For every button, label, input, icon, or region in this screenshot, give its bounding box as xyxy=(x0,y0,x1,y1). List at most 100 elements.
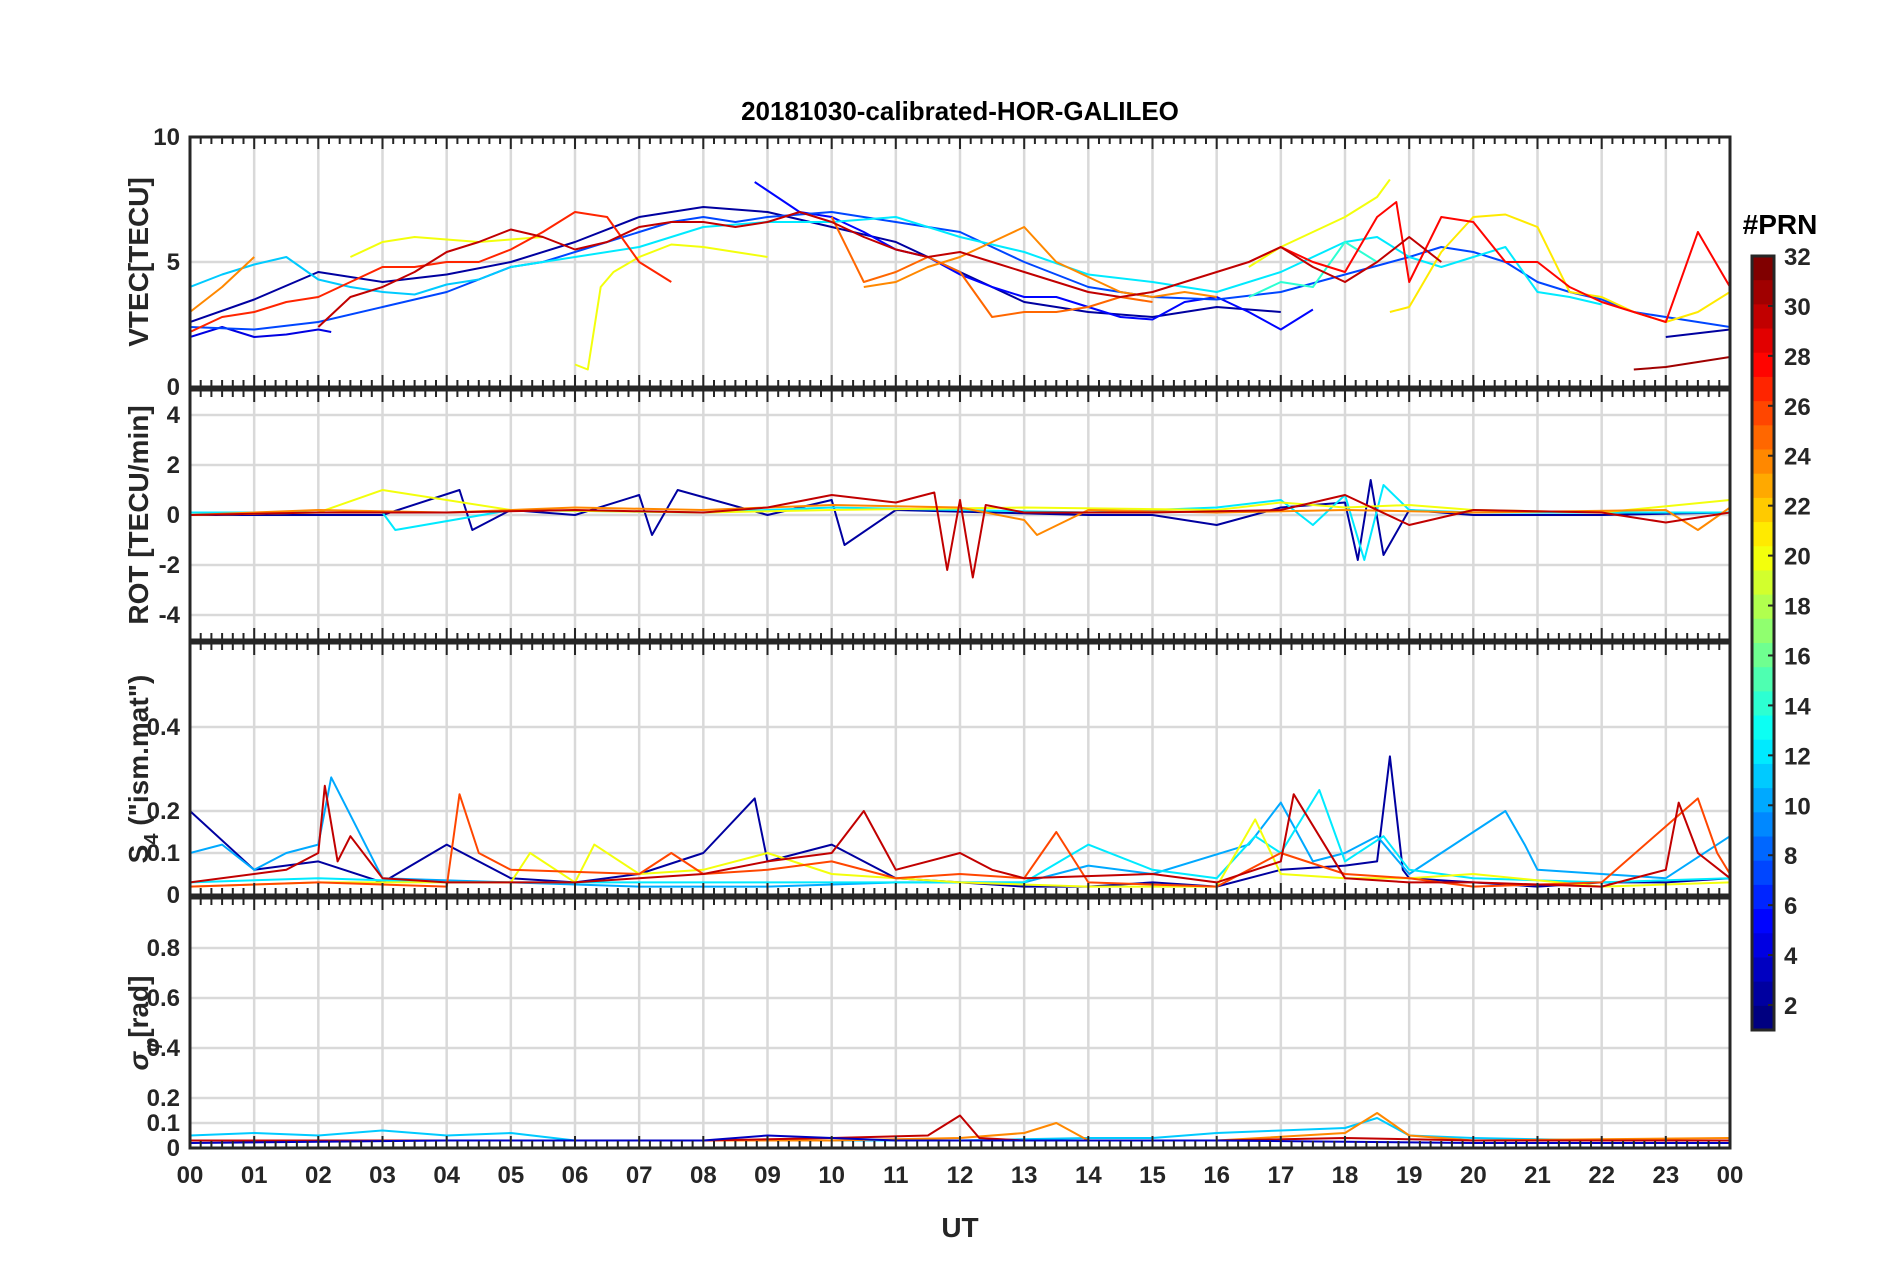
colorbar-band-prn-28 xyxy=(1752,352,1774,378)
colorbar-band-prn-18 xyxy=(1752,594,1774,620)
series-line-prn-20 xyxy=(190,818,1730,888)
series-line-prn-12 xyxy=(190,484,1730,561)
y-tick-label: 2 xyxy=(167,452,180,479)
y-tick-label: -2 xyxy=(159,552,180,579)
series-line-prn-25 xyxy=(830,216,1153,318)
panel-frame xyxy=(188,135,1732,389)
x-tick-label: 07 xyxy=(626,1162,653,1189)
y-axis-label: σφ[rad] xyxy=(123,976,163,1071)
x-tick-label: 09 xyxy=(754,1162,781,1189)
panel-sigma: 00.10.2 0.4 0.6 0.8 σφ[rad] xyxy=(123,896,1732,1162)
series-group xyxy=(190,178,1730,371)
colorbar-band-prn-21 xyxy=(1752,522,1774,547)
x-tick-label: 14 xyxy=(1075,1162,1102,1189)
y-axis-label: ROT [TECU/min] xyxy=(123,405,154,624)
colorbar-band-prn-3 xyxy=(1752,957,1774,983)
x-tick-label: 19 xyxy=(1396,1162,1423,1189)
x-tick-label: 20 xyxy=(1460,1162,1487,1189)
y-tick-label: 0.2 xyxy=(147,798,180,825)
colorbar-band-prn-31 xyxy=(1752,280,1774,305)
series-line-prn-28 xyxy=(1248,201,1730,323)
colorbar-frame xyxy=(1750,254,1776,1032)
colorbar-tick-label: 20 xyxy=(1784,544,1811,571)
colorbar-tick-label: 28 xyxy=(1784,344,1811,371)
panel-vtec: 0 5 10 VTEC[TECU] xyxy=(123,124,1732,401)
colorbar-tick-label: 24 xyxy=(1784,444,1811,471)
series-line-prn-24 xyxy=(190,256,255,313)
colorbar-tick-label: 14 xyxy=(1784,693,1811,720)
y-tick-label: 0.2 xyxy=(147,1085,180,1112)
x-tick-label: 16 xyxy=(1203,1162,1230,1189)
y-axis-label-rest: [rad] xyxy=(123,976,154,1038)
y-tick-label: 0.4 xyxy=(147,1035,181,1062)
x-tick-label: 17 xyxy=(1267,1162,1294,1189)
colorbar-band-prn-17 xyxy=(1752,618,1774,644)
x-tick-label: 05 xyxy=(497,1162,524,1189)
colorbar-band-prn-8 xyxy=(1752,836,1774,862)
x-axis-label: UT xyxy=(941,1212,978,1243)
series-line-prn-20 xyxy=(349,236,543,258)
panel-frame xyxy=(188,641,1732,897)
colorbar-band-prn-16 xyxy=(1752,643,1774,668)
y-axis-label-main: σ xyxy=(123,1050,154,1070)
series-line-prn-24 xyxy=(863,226,1217,298)
colorbar-tick-label: 4 xyxy=(1784,943,1798,970)
colorbar-tick-label: 10 xyxy=(1784,793,1811,820)
y-tick-label: 0.6 xyxy=(147,985,180,1012)
colorbar-band-prn-6 xyxy=(1752,884,1774,910)
series-line-prn-27 xyxy=(190,211,672,333)
colorbar-band-prn-27 xyxy=(1752,376,1774,402)
y-axis-label-sub: 4 xyxy=(141,833,163,845)
panel-frame xyxy=(188,896,1732,1150)
series-line-prn-30 xyxy=(317,211,1442,328)
series-line-prn-31 xyxy=(1633,356,1730,371)
x-tick-label: 04 xyxy=(433,1162,460,1189)
colorbar-band-prn-29 xyxy=(1752,328,1774,354)
colorbar-band-prn-24 xyxy=(1752,449,1774,475)
colorbar: 32 30 28 26 24 22 20 18 16 14 12 10 8 6 4 2 xyxy=(1750,244,1811,1032)
colorbar-band-prn-10 xyxy=(1752,788,1774,813)
colorbar-tick-label: 18 xyxy=(1784,594,1811,621)
x-tick-label: 10 xyxy=(818,1162,845,1189)
chart-title: 20181030-calibrated-HOR-GALILEO xyxy=(741,96,1179,126)
x-tick-label: 18 xyxy=(1332,1162,1359,1189)
colorbar-band-prn-32 xyxy=(1752,256,1774,281)
y-axis-label-main: S xyxy=(123,845,154,864)
y-tick-label: 5 xyxy=(167,249,180,276)
colorbar-band-prn-20 xyxy=(1752,546,1774,572)
colorbar-band-prn-14 xyxy=(1752,691,1774,717)
x-tick-label: 08 xyxy=(690,1162,717,1189)
colorbar-band-prn-19 xyxy=(1752,570,1774,596)
series-line-prn-12 xyxy=(510,216,1602,306)
x-tick-label: 15 xyxy=(1139,1162,1166,1189)
series-group xyxy=(190,479,1730,579)
colorbar-band-prn-11 xyxy=(1752,763,1774,789)
colorbar-label: #PRN xyxy=(1743,209,1818,240)
colorbar-tick-label: 30 xyxy=(1784,294,1811,321)
y-tick-label: -4 xyxy=(159,602,181,629)
colorbar-tick-label: 8 xyxy=(1784,843,1797,870)
colorbar-band-prn-15 xyxy=(1752,667,1774,692)
x-tick-labels: 00 01 02 03 04 05 06 07 08 09 10 11 12 13 14 15 16 17 18 19… xyxy=(177,1162,1744,1189)
colorbar-tick-label: 6 xyxy=(1784,893,1797,920)
colorbar-band-prn-22 xyxy=(1752,497,1774,523)
colorbar-band-prn-5 xyxy=(1752,909,1774,934)
colorbar-tick-label: 12 xyxy=(1784,743,1811,770)
colorbar-band-prn-9 xyxy=(1752,812,1774,838)
panel-frame xyxy=(188,388,1732,642)
colorbar-tick-label: 32 xyxy=(1784,244,1811,271)
y-tick-label: 0 xyxy=(167,1135,180,1162)
colorbar-band-prn-30 xyxy=(1752,304,1774,330)
x-tick-label: 22 xyxy=(1588,1162,1615,1189)
colorbar-band-prn-1 xyxy=(1752,1005,1774,1031)
x-tick-label: 06 xyxy=(562,1162,589,1189)
x-tick-label: 01 xyxy=(241,1162,268,1189)
colorbar-tick-label: 22 xyxy=(1784,494,1811,521)
series-line-prn-20 xyxy=(190,489,1730,516)
x-tick-label: 03 xyxy=(369,1162,396,1189)
colorbar-band-prn-2 xyxy=(1752,981,1774,1007)
y-tick-label: 0 xyxy=(167,882,180,909)
x-tick-label: 00 xyxy=(1717,1162,1744,1189)
